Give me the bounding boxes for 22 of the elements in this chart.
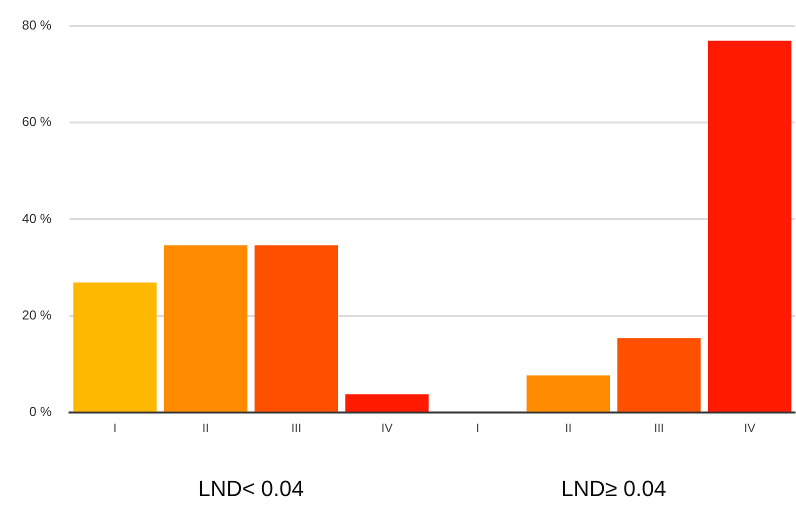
y-tick-label: 80 % <box>22 17 52 32</box>
bar <box>617 338 701 412</box>
x-tick-label: I <box>476 421 480 436</box>
y-tick-label: 0 % <box>29 404 52 420</box>
bar <box>254 245 338 412</box>
text: LND< 0.04 <box>198 476 304 502</box>
bar <box>164 245 248 412</box>
x-tick-label: I <box>113 421 117 436</box>
y-tick-label: 20 % <box>22 307 52 322</box>
x-tick-label: II <box>202 421 209 436</box>
x-tick-label: II <box>564 421 572 436</box>
bar <box>345 394 429 412</box>
x-tick-label: IV <box>381 421 393 436</box>
x-tick-label: IV <box>744 421 756 436</box>
y-tick-label: 60 % <box>22 114 52 130</box>
text: LND≥ 0.04 <box>561 476 666 502</box>
bar <box>526 375 610 412</box>
x-tick-label: III <box>291 421 302 436</box>
y-tick-label: 40 % <box>22 210 52 226</box>
x-tick-label: III <box>654 421 664 436</box>
bar <box>708 40 792 412</box>
bar <box>73 282 157 412</box>
